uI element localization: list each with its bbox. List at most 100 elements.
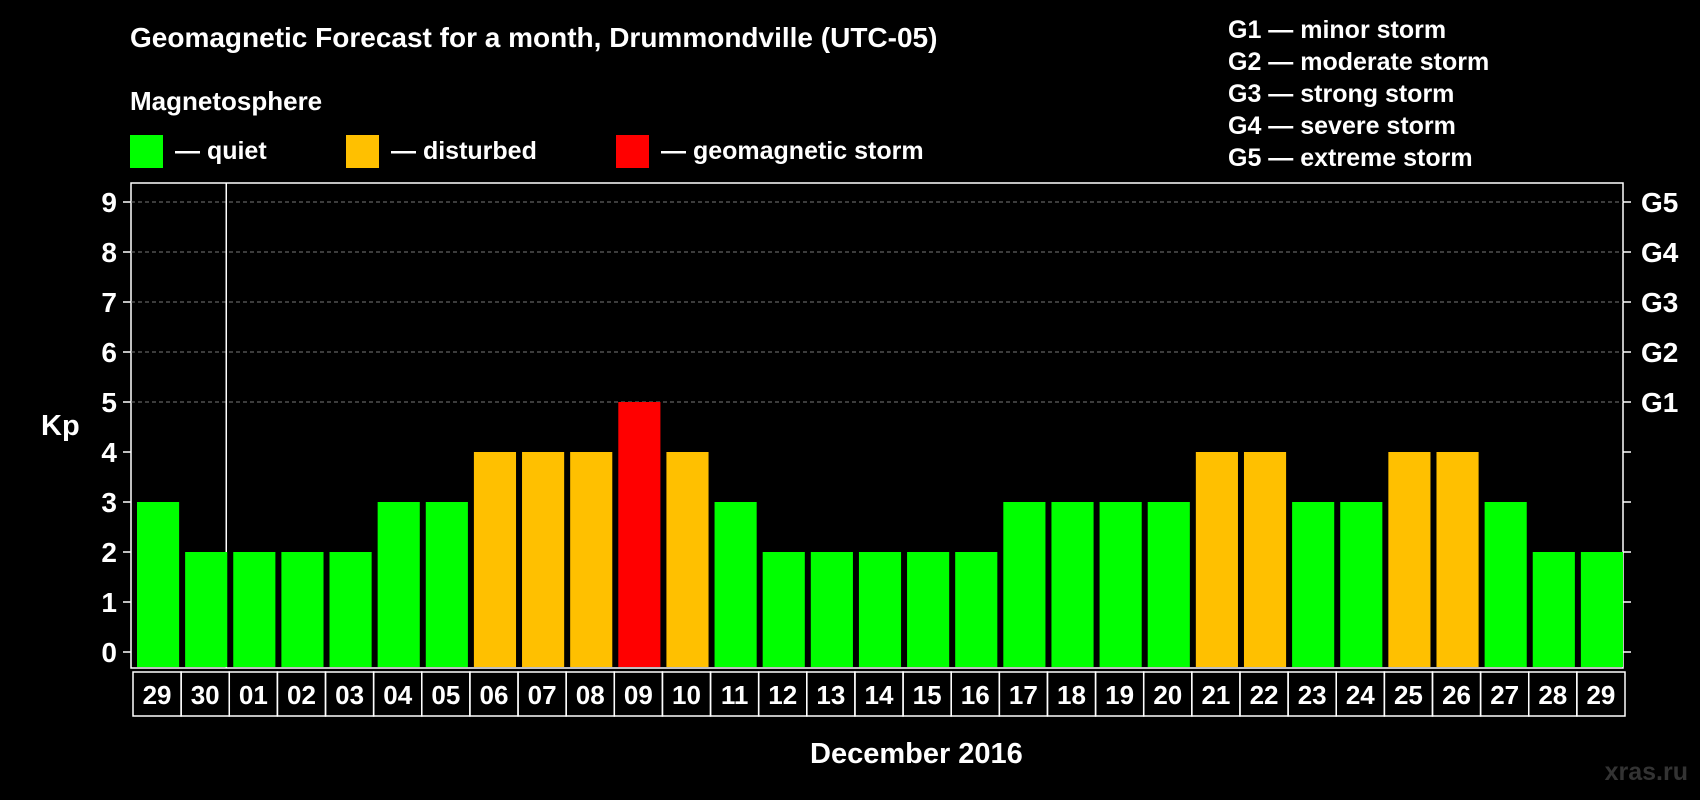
kp-bar: [329, 552, 372, 667]
y-tick-label: 3: [101, 487, 117, 518]
legend-quiet-swatch: [130, 134, 163, 168]
date-label: 20: [1153, 680, 1182, 710]
date-label: 14: [865, 680, 894, 710]
date-label: 26: [1442, 680, 1471, 710]
g-level-label: G3: [1641, 287, 1678, 318]
kp-bar: [1388, 452, 1431, 667]
kp-bar: [1099, 502, 1142, 667]
kp-bar: [1003, 502, 1046, 667]
kp-bar: [1292, 502, 1335, 667]
y-tick-label: 8: [101, 237, 117, 268]
date-label: 05: [431, 680, 460, 710]
date-label: 12: [768, 680, 797, 710]
y-tick-label: 6: [101, 337, 117, 368]
g-level-label: G4: [1641, 237, 1679, 268]
kp-bar: [1484, 502, 1527, 667]
y-tick-label: 9: [101, 187, 117, 218]
y-tick-label: 7: [101, 287, 117, 318]
date-label: 06: [480, 680, 509, 710]
date-label: 21: [1201, 680, 1230, 710]
kp-bar: [281, 552, 324, 667]
page-title: Geomagnetic Forecast for a month, Drummo…: [130, 22, 938, 53]
date-label: 29: [143, 680, 172, 710]
g-scale-g1: G1 — minor storm: [1228, 16, 1447, 44]
legend-storm: — geomagnetic storm: [616, 134, 924, 168]
magnetosphere-label: Magnetosphere: [130, 86, 323, 116]
legend-storm-text: — geomagnetic storm: [661, 136, 924, 165]
g-level-label: G1: [1641, 387, 1678, 418]
kp-bar: [1436, 452, 1479, 667]
g-scale-g5: G5 — extreme storm: [1228, 144, 1473, 172]
kp-bar: [425, 502, 468, 667]
legend-disturbed-text: — disturbed: [391, 136, 537, 165]
y-tick-label: 1: [101, 587, 117, 618]
kp-bar: [473, 452, 517, 667]
kp-bar: [907, 552, 950, 667]
g-scale-g4: G4 — severe storm: [1228, 112, 1456, 140]
kp-bar: [858, 552, 902, 667]
kp-bar: [1243, 452, 1287, 667]
kp-bar: [955, 552, 998, 667]
kp-bar: [1340, 502, 1383, 667]
y-tick-label: 5: [101, 387, 117, 418]
date-label: 30: [191, 680, 220, 710]
legend-disturbed-swatch: [346, 134, 379, 168]
date-label: 27: [1490, 680, 1519, 710]
date-label: 15: [913, 680, 942, 710]
y-tick-label: 2: [101, 537, 117, 568]
kp-bar: [1195, 452, 1238, 667]
date-label: 01: [239, 680, 268, 710]
date-label: 28: [1538, 680, 1567, 710]
g-scale-legend: G1 — minor storm G2 — moderate storm G3 …: [1228, 14, 1489, 174]
legend-quiet: — quiet: [130, 134, 267, 168]
kp-bar: [185, 552, 228, 667]
kp-bar: [1532, 552, 1575, 667]
date-label: 09: [624, 680, 653, 710]
kp-bar: [762, 552, 805, 667]
date-label: 19: [1105, 680, 1134, 710]
date-label: 16: [961, 680, 990, 710]
kp-bar: [1580, 552, 1623, 667]
date-cell: [1576, 671, 1626, 717]
date-label: 02: [287, 680, 316, 710]
g-scale-g2: G2 — moderate storm: [1228, 48, 1490, 76]
date-label: 23: [1298, 680, 1327, 710]
date-label: 03: [335, 680, 364, 710]
plot-frame: [130, 182, 1624, 669]
kp-bar: [137, 502, 180, 667]
kp-bar: [810, 552, 853, 667]
date-label: 24: [1346, 680, 1375, 710]
y-tick-label: 0: [101, 637, 117, 668]
x-axis-label: December 2016: [810, 738, 1023, 770]
watermark: xras.ru: [1604, 758, 1688, 786]
date-label: 13: [816, 680, 845, 710]
kp-bar: [1051, 502, 1094, 667]
kp-bar: [570, 452, 613, 667]
date-label: 08: [576, 680, 605, 710]
g-level-label: G5: [1641, 187, 1678, 218]
g-level-label: G2: [1641, 337, 1678, 368]
legend-quiet-text: — quiet: [175, 136, 267, 165]
date-label: 29: [1586, 680, 1615, 710]
kp-bar: [618, 402, 661, 667]
date-label: 18: [1057, 680, 1086, 710]
kp-bar: [522, 452, 565, 667]
legend-disturbed: — disturbed: [346, 134, 537, 168]
date-label: 07: [528, 680, 557, 710]
date-label: 22: [1250, 680, 1279, 710]
kp-bar: [714, 502, 757, 667]
legend-storm-swatch: [616, 134, 649, 168]
date-label: 25: [1394, 680, 1423, 710]
kp-bar: [666, 452, 709, 667]
date-label: 17: [1009, 680, 1038, 710]
y-axis-label: Kp: [41, 410, 80, 442]
g-scale-g3: G3 — strong storm: [1228, 80, 1455, 108]
kp-bar: [1147, 502, 1190, 667]
y-tick-label: 4: [101, 437, 117, 468]
kp-bar: [233, 552, 276, 667]
date-label: 11: [721, 680, 749, 710]
date-label: 10: [672, 680, 701, 710]
kp-bar: [377, 502, 420, 667]
date-label: 04: [383, 680, 412, 710]
